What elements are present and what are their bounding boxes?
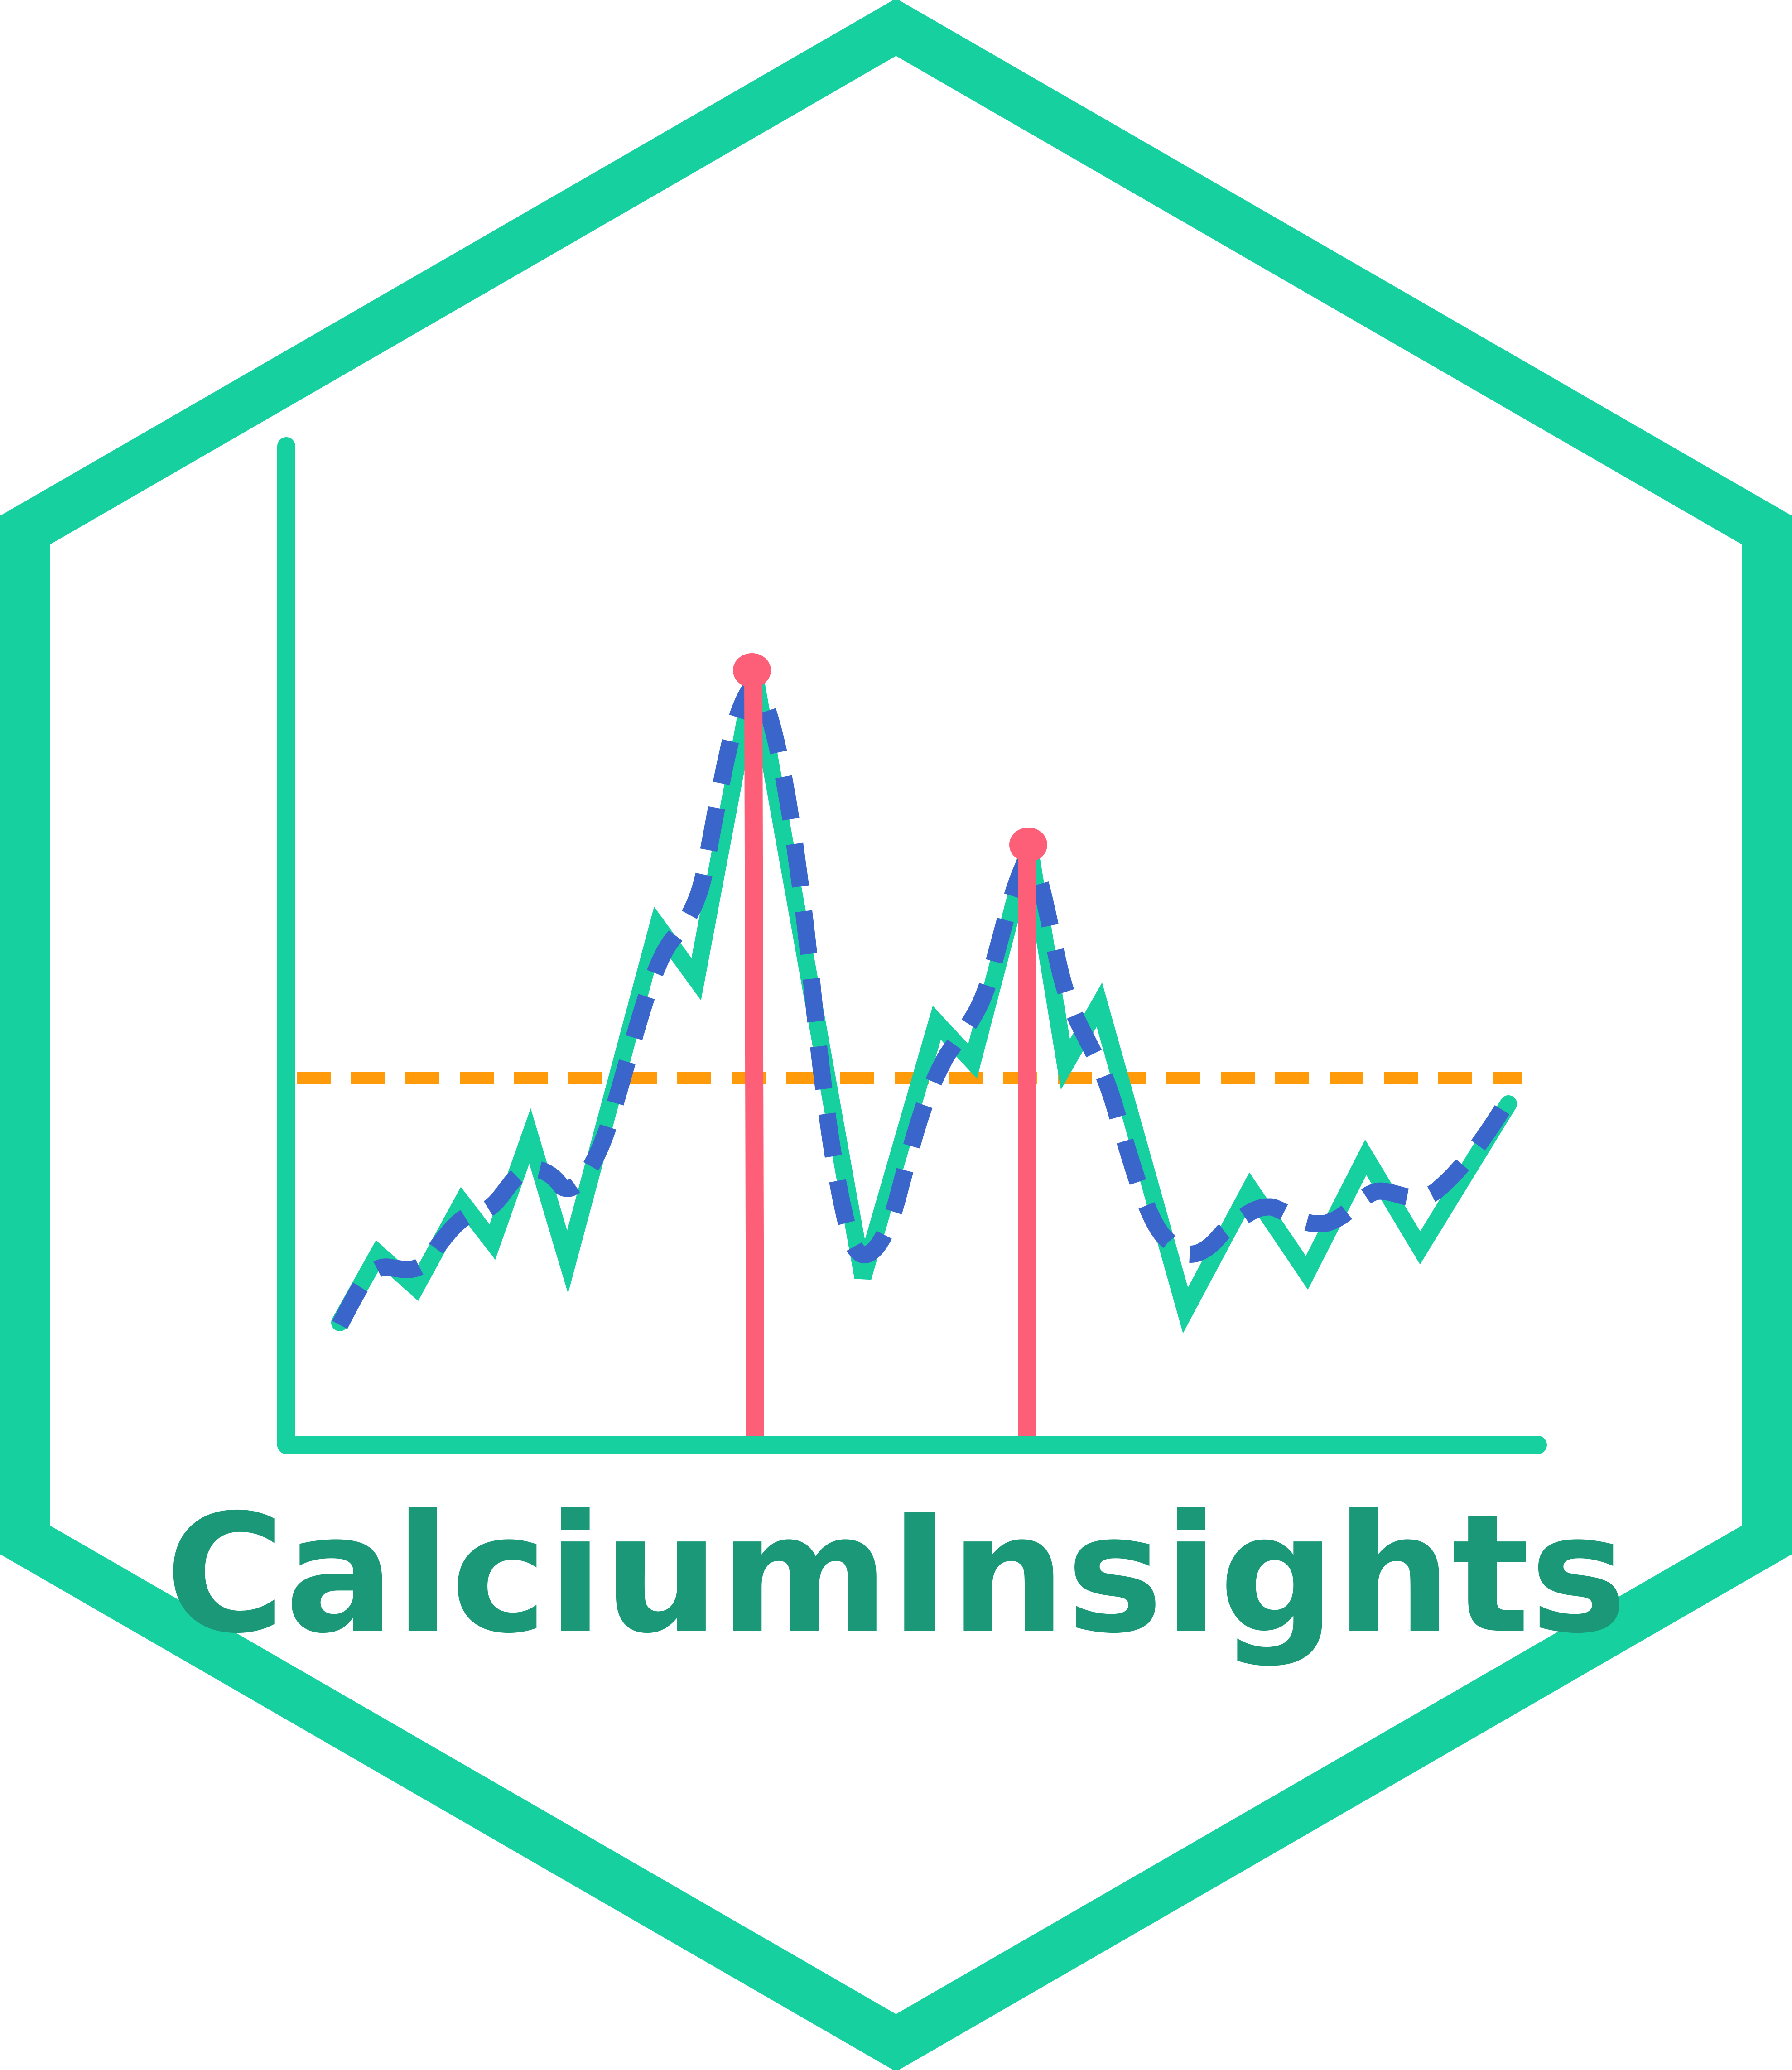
peak-dot-2 bbox=[1009, 828, 1047, 862]
smoothed-trace bbox=[332, 671, 1516, 1329]
raw-trace bbox=[331, 671, 1517, 1333]
chart-axes bbox=[277, 437, 1547, 1454]
peak-marker-1 bbox=[733, 653, 771, 1436]
peak-stem-1 bbox=[744, 670, 764, 1436]
brand-title: CalciumInsights bbox=[165, 1479, 1627, 1669]
peak-marker-2 bbox=[1009, 828, 1047, 1436]
peak-dot-1 bbox=[733, 653, 771, 688]
